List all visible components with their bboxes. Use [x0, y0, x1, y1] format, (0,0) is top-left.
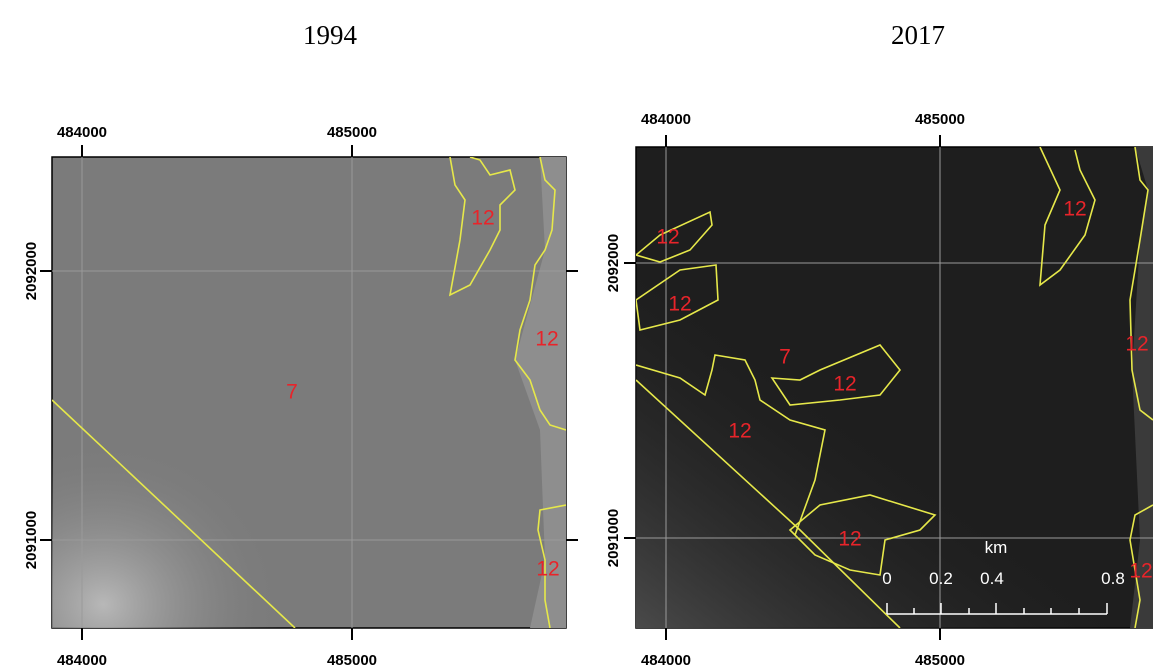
scale-label: 0.8: [1101, 569, 1125, 588]
zone-label: 12: [1063, 198, 1086, 221]
zone-label: 12: [535, 328, 558, 351]
map-panel: 484000 485000 484000 485000 2092000 2091…: [23, 124, 578, 669]
x-tick-label: 484000: [57, 652, 107, 669]
x-tick-label: 485000: [915, 652, 965, 669]
zone-label: 12: [1129, 560, 1152, 583]
zone-label: 12: [668, 293, 691, 316]
x-tick-label: 484000: [641, 111, 691, 128]
panel-title: 1994: [303, 20, 358, 50]
figure: 1994 2017 484000 485000 484000 485000 20…: [0, 0, 1153, 670]
zone-label: 12: [656, 226, 679, 249]
scale-unit: km: [985, 538, 1008, 557]
zone-label: 12: [536, 558, 559, 581]
zone-label: 12: [1125, 333, 1148, 356]
x-tick-label: 484000: [57, 124, 107, 141]
scale-label: 0: [882, 569, 891, 588]
x-tick-label: 485000: [915, 111, 965, 128]
zone-label: 12: [833, 373, 856, 396]
x-tick-label: 485000: [327, 124, 377, 141]
zone-label: 12: [471, 207, 494, 230]
x-tick-label: 485000: [327, 652, 377, 669]
scale-label: 0.4: [980, 569, 1004, 588]
x-tick-label: 484000: [641, 652, 691, 669]
map-panel: km 0 0.2 0.4 0.8 484000 485000 484000 48…: [605, 111, 1153, 669]
y-tick-label: 2092000: [23, 242, 40, 300]
scale-label: 0.2: [929, 569, 953, 588]
y-tick-label: 2091000: [605, 509, 622, 567]
y-tick-label: 2092000: [605, 234, 622, 292]
zone-label: 7: [779, 346, 791, 369]
panel-title: 2017: [891, 20, 945, 50]
y-tick-label: 2091000: [23, 511, 40, 569]
zone-label: 12: [728, 420, 751, 443]
zone-label: 7: [286, 381, 298, 404]
zone-label: 12: [838, 528, 861, 551]
